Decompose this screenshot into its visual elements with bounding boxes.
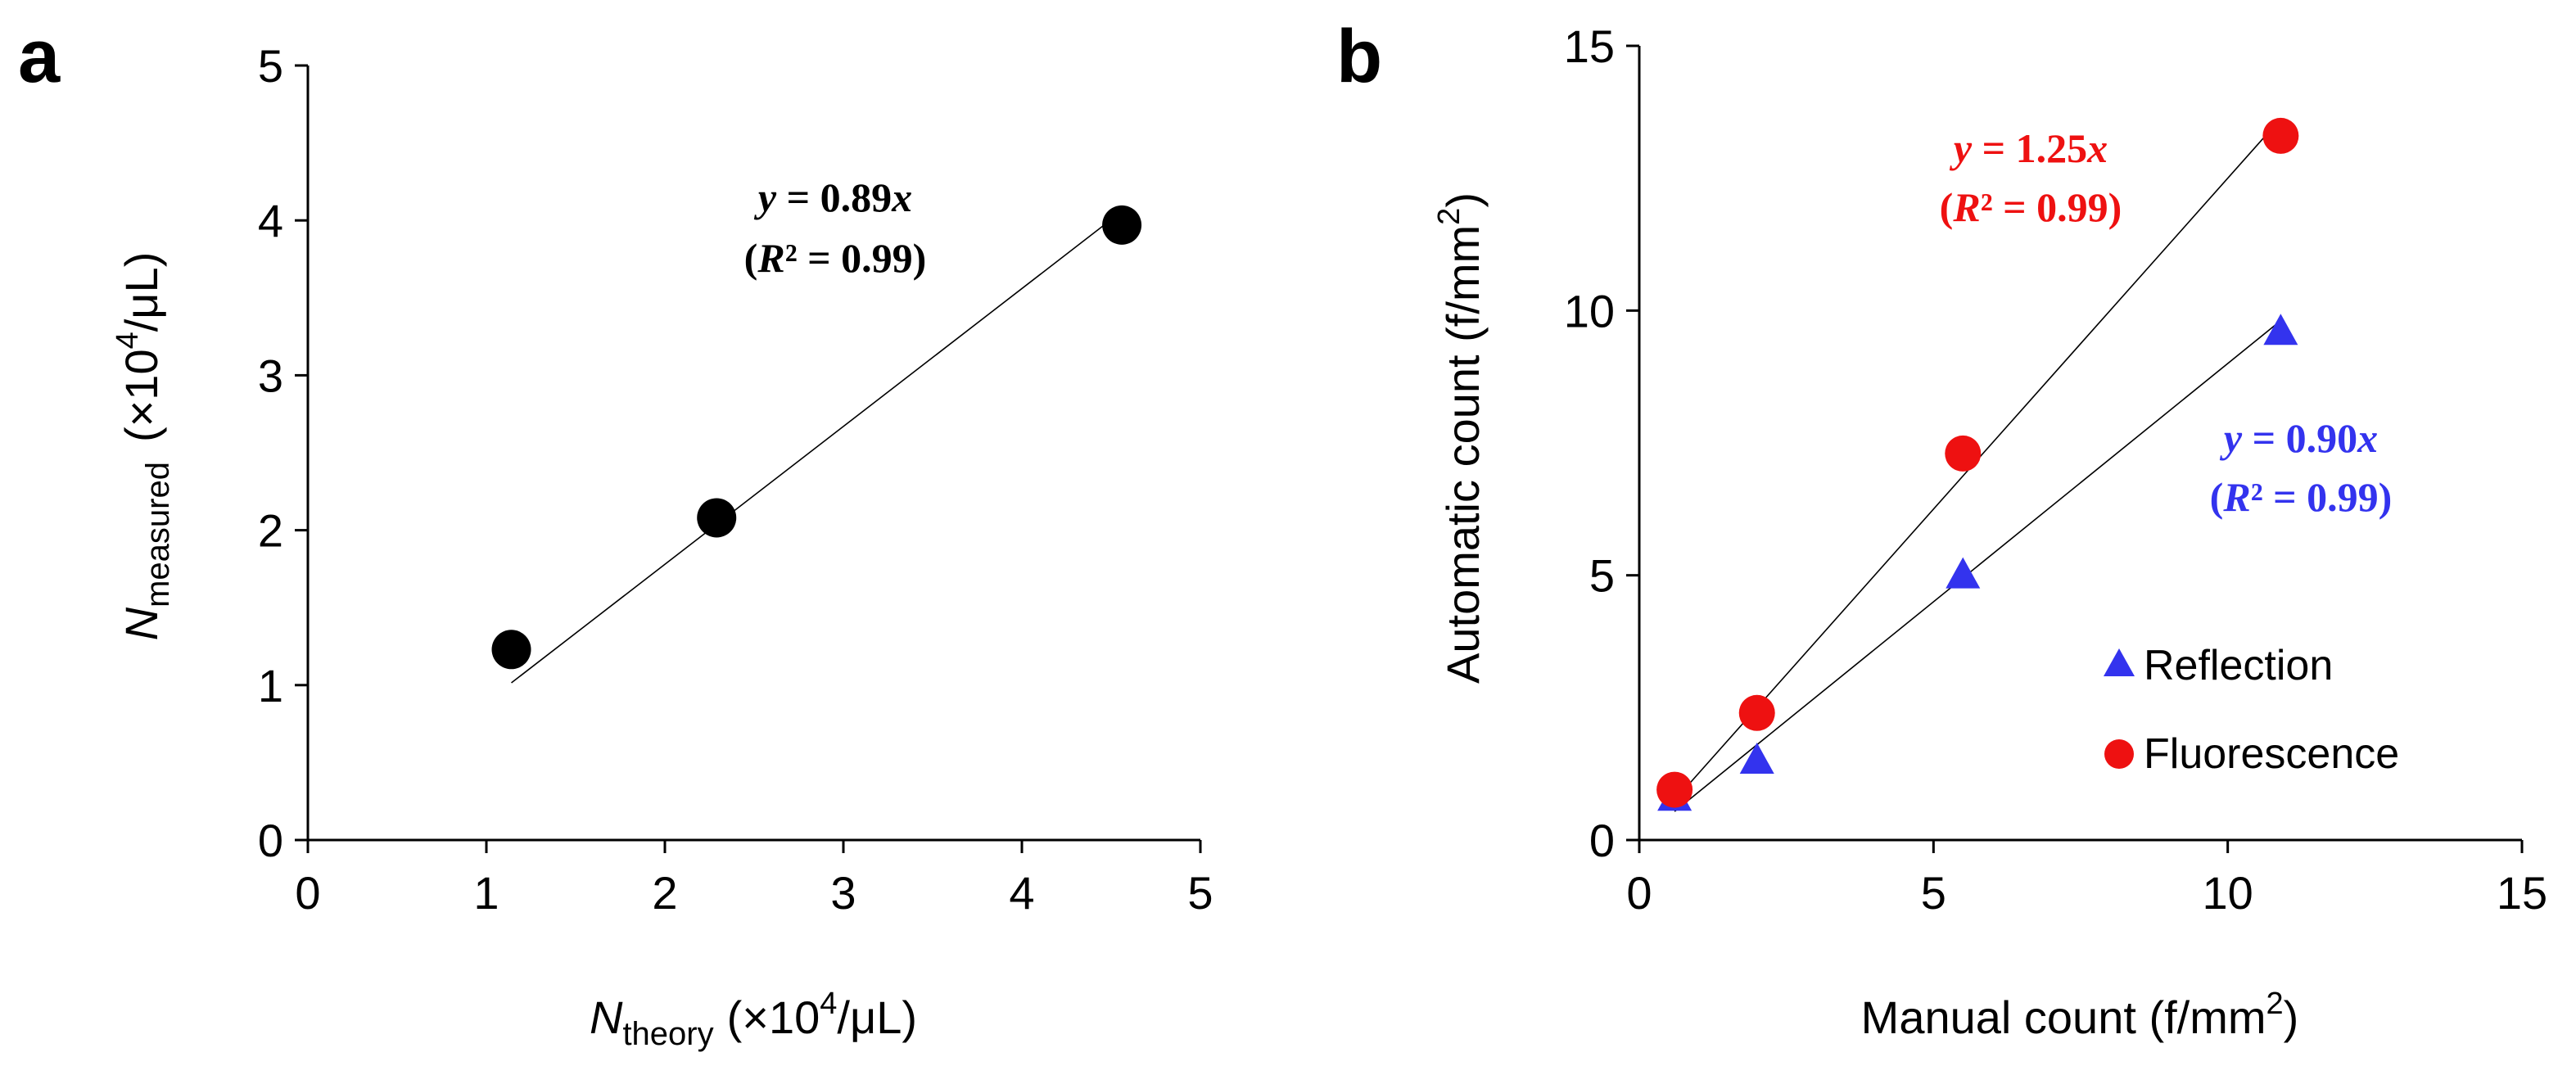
chart-a: 0 1 2 3 4 5 0 1 2 3 4 5 Ntheory (×104/μL) Nmeasured(… bbox=[111, 40, 1213, 1052]
chart-b-fit-equation-fluorescence: y = 1.25x bbox=[1950, 125, 2108, 171]
chart-b: 0 5 10 15 0 5 10 15 Manual count (f/mm2) Automa… bbox=[1432, 20, 2547, 1043]
chart-b-x-tick-label: 5 bbox=[1921, 867, 1946, 919]
chart-a-y-label: Nmeasured(×104/μL) bbox=[111, 252, 176, 641]
chart-b-data-point bbox=[1946, 557, 1981, 589]
chart-b-fit-equation-reflection: y = 0.90x bbox=[2220, 415, 2378, 461]
chart-a-x-tick-label: 4 bbox=[1009, 867, 1034, 919]
chart-a-y-tick-label: 4 bbox=[258, 195, 283, 246]
chart-a-y-tick-label: 0 bbox=[258, 815, 283, 866]
chart-a-x-tick-label: 5 bbox=[1187, 867, 1213, 919]
chart-b-data-point bbox=[1738, 694, 1775, 731]
chart-a-y-tick-label: 1 bbox=[258, 660, 283, 711]
chart-b-legend: Reflection Fluorescence bbox=[2104, 642, 2399, 778]
chart-b-fit-r2-fluorescence: (R² = 0.99) bbox=[1940, 184, 2122, 230]
chart-a-x-tick-label: 1 bbox=[473, 867, 499, 919]
chart-a-data-point bbox=[697, 498, 737, 538]
chart-a-y-tick-label: 2 bbox=[258, 505, 283, 557]
chart-b-fit-r2-reflection: (R² = 0.99) bbox=[2210, 474, 2393, 520]
chart-b-data-point bbox=[1739, 743, 1774, 774]
chart-b-y-tick-label: 0 bbox=[1589, 815, 1615, 866]
chart-b-data-point bbox=[1945, 435, 1982, 472]
legend-circle-icon bbox=[2104, 739, 2134, 769]
chart-b-x-tick-label: 10 bbox=[2203, 867, 2253, 919]
legend-label-fluorescence: Fluorescence bbox=[2144, 730, 2399, 778]
chart-b-data-point bbox=[1656, 771, 1693, 808]
chart-b-data-point bbox=[2262, 117, 2299, 154]
legend-triangle-icon bbox=[2104, 648, 2135, 676]
chart-a-x-tick-label: 3 bbox=[830, 867, 856, 919]
chart-a-data-point bbox=[1102, 205, 1142, 245]
chart-a-x-label: Ntheory (×104/μL) bbox=[590, 987, 917, 1052]
chart-b-y-tick-label: 15 bbox=[1564, 20, 1615, 72]
chart-b-y-label: Automatic count (f/mm2) bbox=[1432, 192, 1489, 684]
panel-label-a: a bbox=[18, 15, 61, 98]
chart-b-x-tick-label: 0 bbox=[1626, 867, 1652, 919]
legend-label-reflection: Reflection bbox=[2144, 642, 2333, 689]
chart-a-fit-r2: (R² = 0.99) bbox=[744, 235, 927, 281]
chart-a-fit-equation: y = 0.89x bbox=[754, 174, 912, 220]
chart-a-y-tick-label: 5 bbox=[258, 40, 283, 92]
chart-b-x-tick-label: 15 bbox=[2497, 867, 2547, 919]
chart-b-x-label: Manual count (f/mm2) bbox=[1861, 987, 2299, 1043]
chart-a-fit-line bbox=[511, 210, 1123, 684]
chart-b-fit-line bbox=[1674, 319, 2281, 812]
panel-label-b: b bbox=[1336, 15, 1382, 98]
chart-a-data-point bbox=[491, 630, 531, 670]
chart-a-x-tick-label: 0 bbox=[295, 867, 320, 919]
chart-b-y-tick-label: 10 bbox=[1564, 285, 1615, 337]
chart-a-x-tick-label: 2 bbox=[652, 867, 677, 919]
chart-a-y-tick-label: 3 bbox=[258, 350, 283, 401]
chart-b-data-point bbox=[2263, 314, 2298, 346]
chart-b-y-tick-label: 5 bbox=[1589, 550, 1615, 602]
